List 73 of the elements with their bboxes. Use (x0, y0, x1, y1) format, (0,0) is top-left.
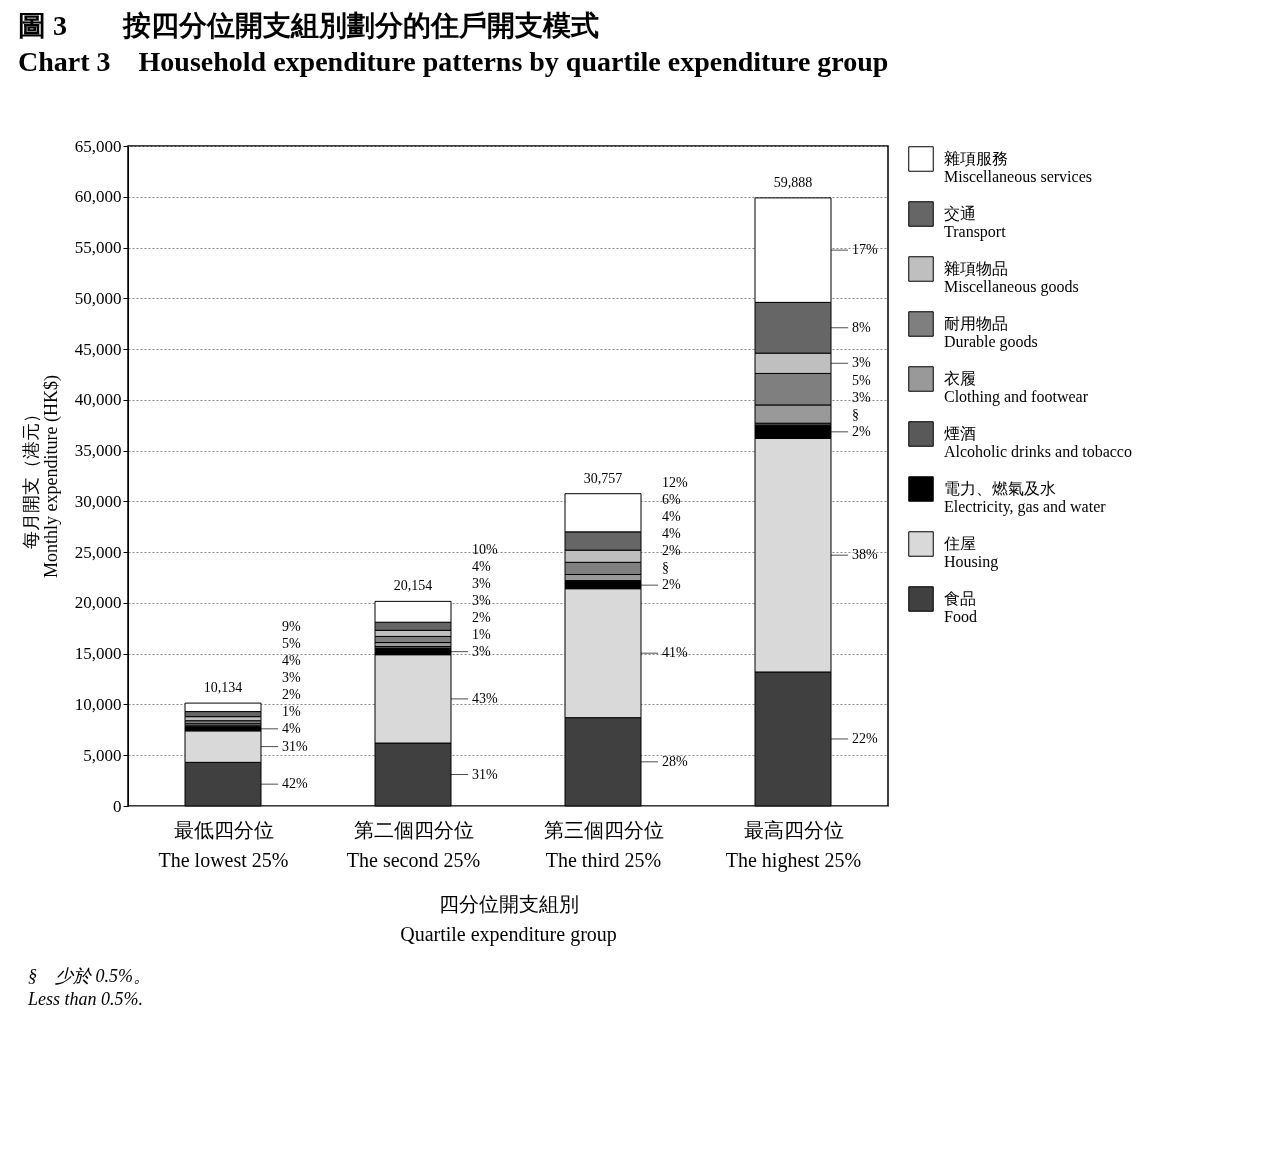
total-label: 30,757 (583, 470, 623, 486)
y-tick-label: 65,000 (74, 136, 122, 156)
y-tick-label: 10,000 (74, 694, 122, 714)
text: Less than 0.5%. (28, 988, 144, 1012)
text: § 少於 0.5%。 (28, 965, 152, 988)
annotation: 1% (281, 703, 301, 719)
annotation: 31% (471, 766, 498, 782)
annotation: 3% (851, 355, 871, 371)
x-tick-label: 最高四分位 The highest 25% (725, 818, 862, 872)
annotation: 31% (281, 738, 308, 754)
total-label: 10,134 (203, 680, 243, 696)
y-tick-label: 25,000 (74, 542, 122, 562)
total-label: 20,154 (393, 578, 433, 594)
legend-label: 住屋 Housing (943, 535, 999, 571)
annotation: 3% (281, 669, 301, 685)
legend-label: 雜項物品 Miscellaneous goods (944, 260, 1079, 296)
y-tick-label: 5,000 (83, 745, 122, 765)
annotation: 22% (851, 730, 878, 746)
annotation: § (851, 406, 859, 422)
annotation: 4% (661, 526, 681, 542)
x-axis-title: 四分位開支組別 Quartile expenditure group (400, 892, 617, 946)
annotation: 2% (281, 686, 301, 702)
annotation: 4% (471, 558, 491, 574)
legend-label: 食品 Food (944, 590, 977, 625)
annotation: 2% (661, 577, 681, 593)
annotation: 3% (471, 643, 491, 659)
annotation: 43% (471, 690, 498, 706)
y-tick-label: 0 (113, 796, 122, 816)
annotation: 1% (471, 626, 491, 642)
y-tick-label: 55,000 (74, 238, 122, 258)
annotation: 5% (281, 635, 301, 651)
annotation: 3% (851, 389, 871, 405)
legend-label: 交通 Transport (944, 205, 1007, 241)
annotation: 3% (471, 592, 491, 608)
annotation: 3% (471, 575, 491, 591)
annotation: 4% (281, 720, 301, 736)
y-tick-label: 15,000 (74, 644, 122, 664)
legend-label: 雜項服務 Miscellaneous services (944, 150, 1092, 185)
legend-label: 煙酒 Alcoholic drinks and tobacco (944, 425, 1132, 460)
annotation: 42% (281, 776, 308, 792)
annotation: 38% (851, 547, 878, 563)
y-axis-title: 每月開支（港元） Monthly expenditure (HK$) (20, 375, 62, 578)
x-tick-label: 第二個四分位 The second 25% (346, 818, 481, 871)
annotation: 5% (851, 372, 871, 388)
legend-label: 電力、燃氣及水 Electricity, gas and water (944, 480, 1107, 516)
annotation: 9% (281, 618, 301, 634)
y-tick-label: 30,000 (74, 491, 122, 511)
annotation: 12% (661, 475, 688, 491)
legend-label: 耐用物品 Durable goods (944, 315, 1038, 351)
annotation: 6% (661, 492, 681, 508)
annotation: 28% (661, 753, 688, 769)
chart-subtitle: Chart 3 Household expenditure patterns by quartile expenditure group (18, 46, 889, 77)
annotation: 4% (661, 509, 681, 525)
y-tick-label: 40,000 (74, 390, 122, 410)
annotation: 10% (471, 541, 498, 557)
y-tick-label: 45,000 (74, 339, 122, 359)
legend-label: 衣履 Clothing and footwear (944, 370, 1089, 406)
y-tick-label: 35,000 (74, 441, 122, 461)
annotation: 17% (851, 242, 878, 258)
y-tick-label: 50,000 (74, 288, 122, 308)
y-tick-label: 20,000 (74, 593, 122, 613)
annotation: 2% (851, 423, 871, 439)
annotation: 8% (851, 319, 871, 335)
annotation: 2% (471, 609, 491, 625)
total-label: 59,888 (773, 174, 813, 190)
x-tick-label: 最低四分位 The lowest 25% (158, 818, 289, 871)
annotation: § (661, 560, 669, 576)
chart-title: 圖 3 按四分位開支組別劃分的住戶開支模式 (18, 10, 599, 41)
x-tick-label: 第三個四分位 The third 25% (543, 818, 664, 871)
annotation: 41% (661, 645, 688, 661)
annotation: 2% (661, 543, 681, 559)
y-tick-label: 60,000 (74, 187, 122, 207)
annotation: 4% (281, 652, 301, 668)
